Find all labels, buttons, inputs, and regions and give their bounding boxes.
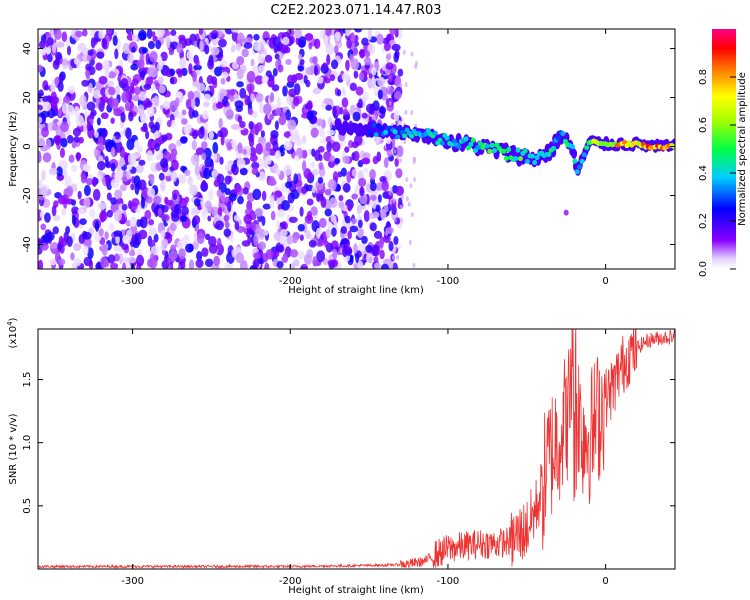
signal-outlier [563,209,569,216]
y-tick-label: -20 [22,187,33,203]
snr-y-multiplier: (x104) [6,317,19,348]
x-tick-label: -300 [121,276,144,287]
snr-y-ticks: 0.5 1.0 1.5 [22,372,675,514]
figure-title: C2E2.2023.071.14.47.R03 [270,3,441,18]
spectrogram-x-label: Height of straight line (km) [288,285,424,296]
spectrogram-frame [37,28,676,270]
snr-marks [38,329,675,569]
y-tick-label: 40 [22,42,33,55]
y-tick-label: 1.0 [22,435,33,451]
y-tick-label: 20 [22,91,33,104]
x-tick-label: -300 [121,576,144,587]
y-tick-label: 1.5 [22,372,33,388]
x-tick-label: -100 [437,276,460,287]
colorbar-ticks: 0.0 0.2 0.4 0.6 0.8 [698,69,736,277]
colorbar-gradient [712,29,736,269]
colorbar-tick-label: 0.8 [698,69,709,85]
y-tick-label: -40 [22,236,33,252]
snr-y-multiplier-exp: 4 [6,321,14,326]
x-tick-label: -100 [437,576,460,587]
y-tick-label: 0.5 [22,498,33,514]
snr-x-ticks: -300 -200 -100 0 [121,329,609,587]
colorbar-label: Normalized spectral amplitude [737,72,748,226]
colorbar-tick-label: 0.2 [698,213,709,229]
colorbar: 0.0 0.2 0.4 0.6 0.8 Normalized spectral ampl… [698,29,748,277]
snr-frame [37,328,676,570]
snr-series-line [38,329,675,569]
x-tick-label: -200 [279,276,302,287]
spectrogram-marks [38,29,675,269]
colorbar-tick-label: 0.6 [698,117,709,133]
snr-x-label: Height of straight line (km) [288,585,424,596]
y-tick-label: 0 [22,143,33,149]
snr-y-label: SNR (10 * v/v) [8,413,19,484]
spectrogram-signal-track [334,118,675,216]
spectrogram-y-label: Frequency (Hz) [8,111,19,187]
colorbar-tick-label: 0.0 [698,261,709,277]
snr-y-multiplier-base: (x10 [8,326,19,349]
spectrogram-y-ticks: -40 -20 0 20 40 [22,42,675,253]
snr-panel: -300 -200 -100 0 0.5 1.0 1.5 Height of straig… [6,317,676,596]
spectrogram-x-ticks: -300 -200 -100 0 [121,29,609,287]
spectrogram-noise [38,29,418,269]
x-tick-label: 0 [602,576,608,587]
x-tick-label: -200 [279,576,302,587]
colorbar-tick-label: 0.4 [698,165,709,181]
snr-y-multiplier-close: ) [8,317,19,321]
x-tick-label: 0 [602,276,608,287]
